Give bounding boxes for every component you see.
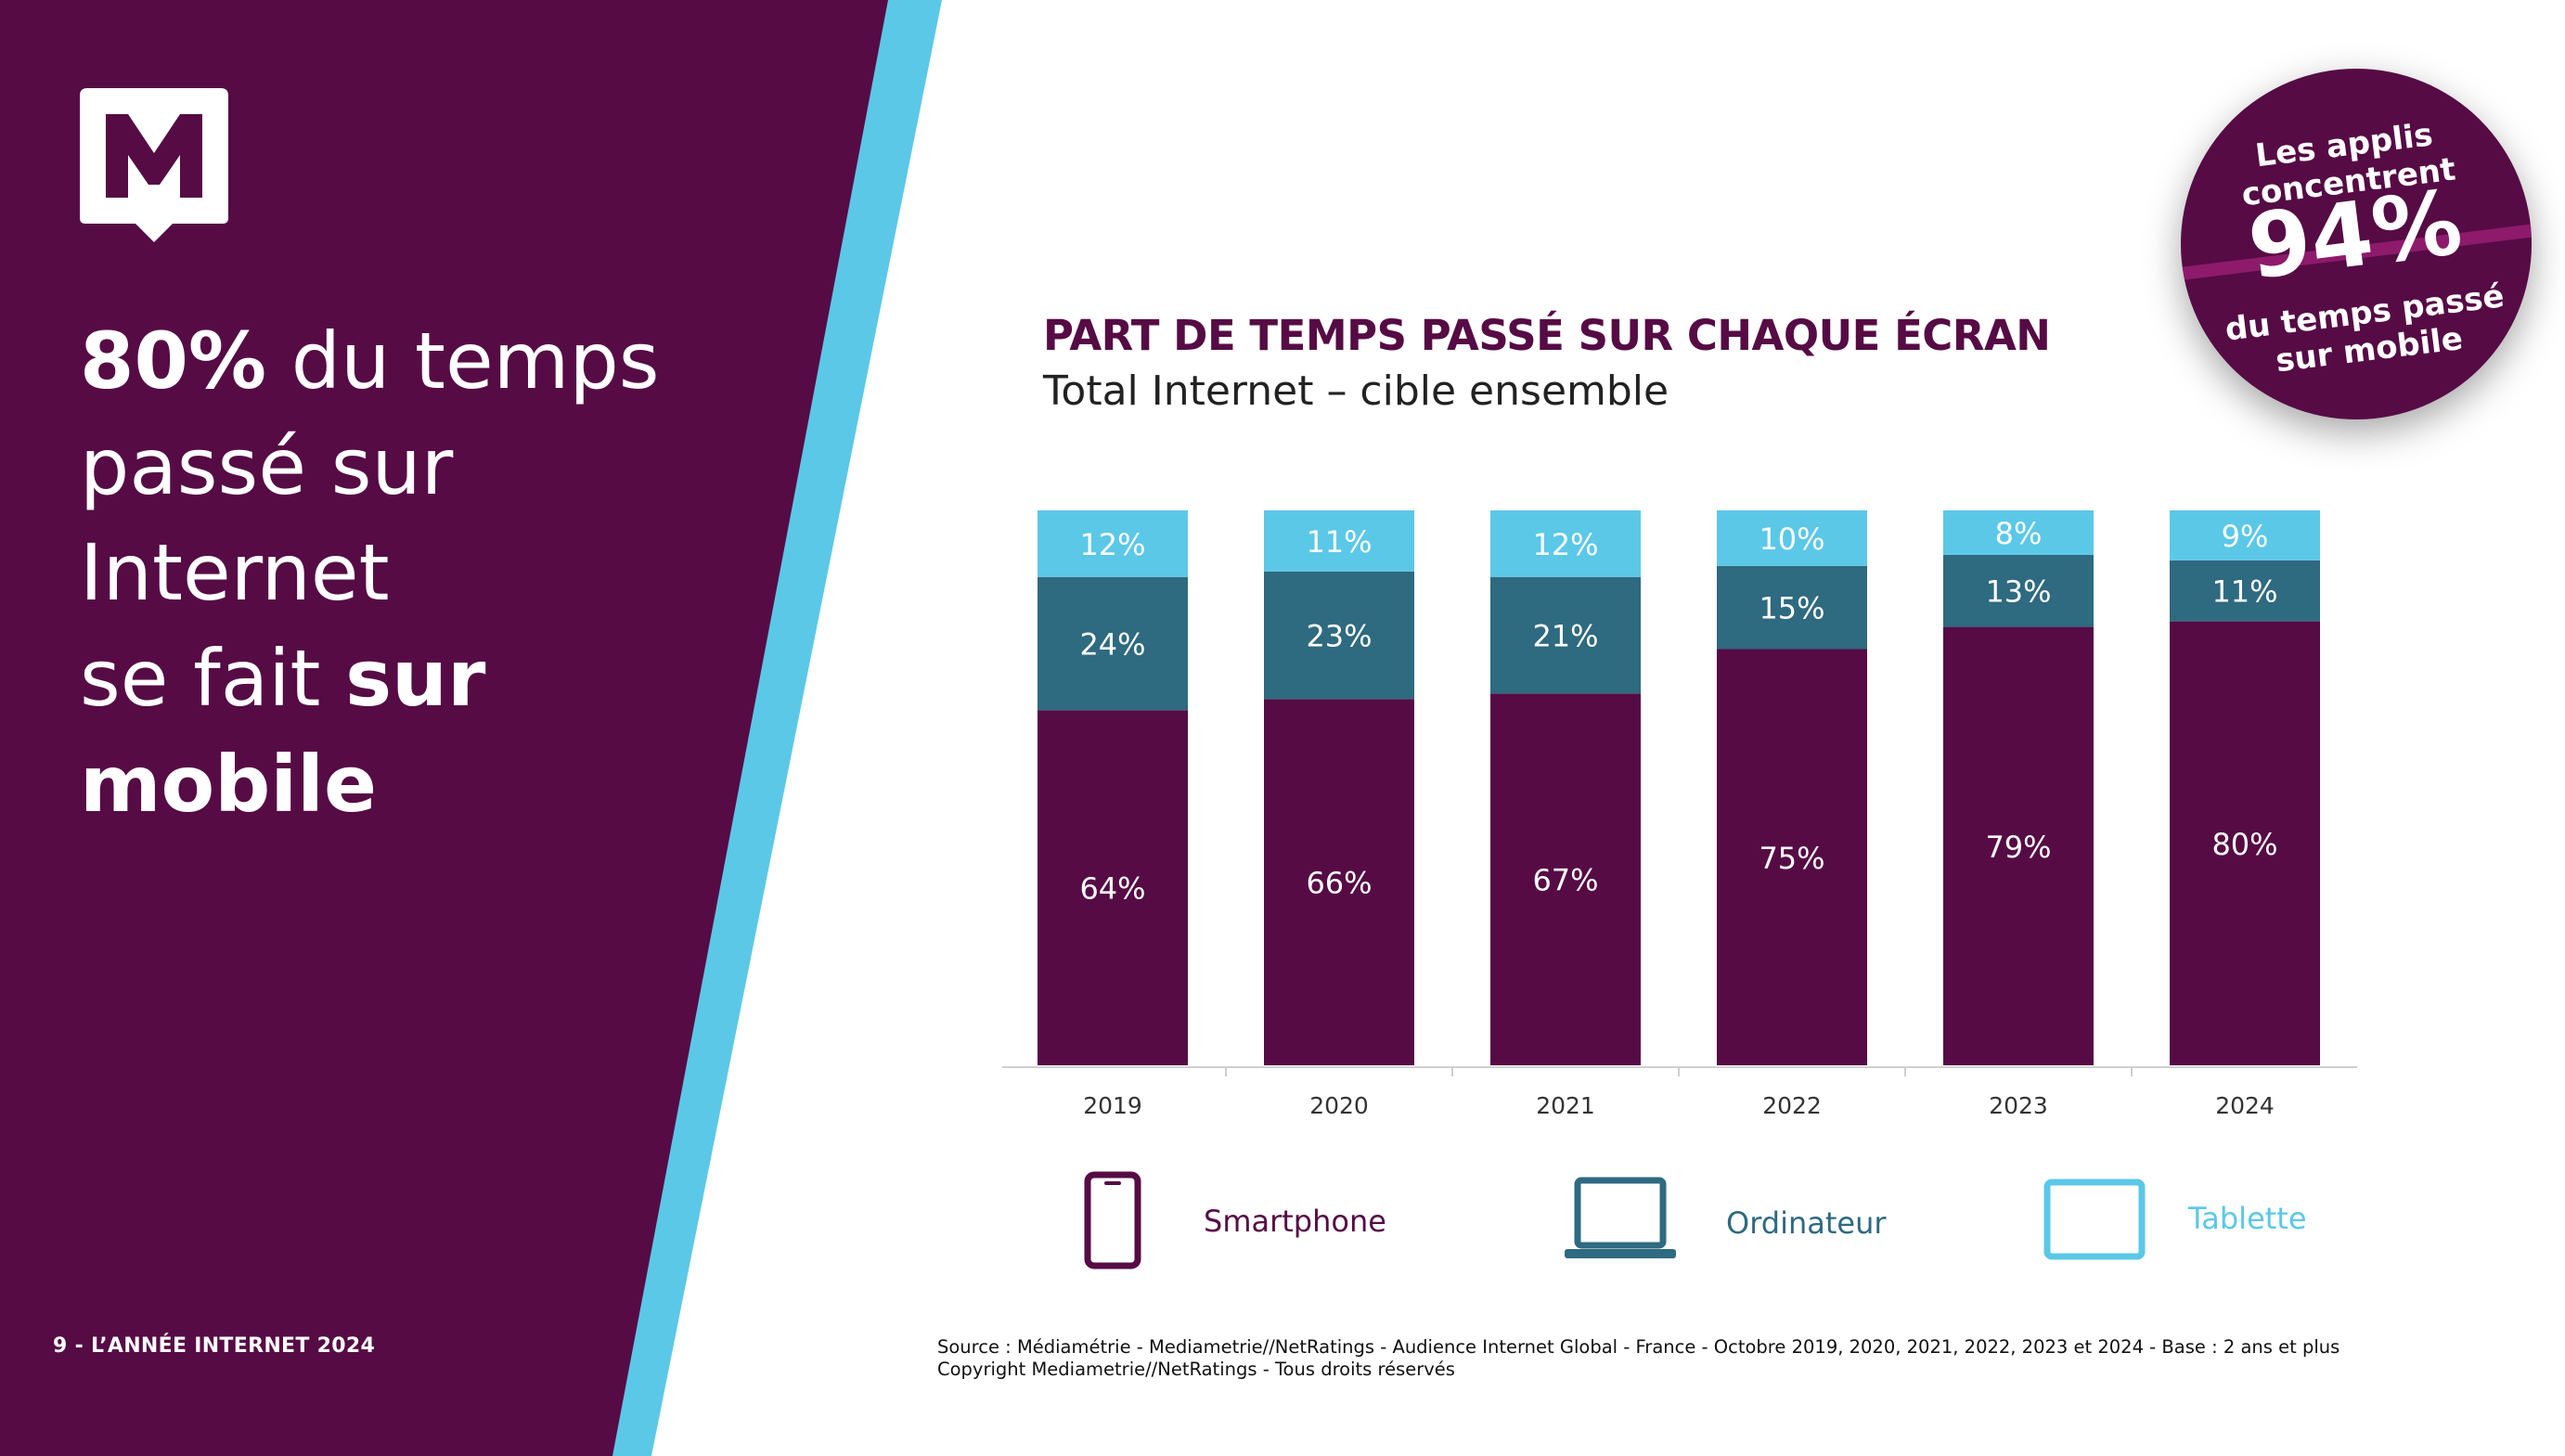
legend-item-smartphone <box>1084 1171 1141 1273</box>
bar-smartphone-2020 <box>1264 699 1414 1065</box>
source-line-2: Copyright Mediametrie//NetRatings - Tous… <box>937 1359 1455 1380</box>
headline-text-1: du temps <box>266 316 660 406</box>
legend-label-smartphone: Smartphone <box>1204 1204 1386 1239</box>
data-label-smartphone-2021: 67% <box>1532 863 1598 898</box>
data-label-ordinateur-2021: 21% <box>1532 619 1598 654</box>
source-note: Source : Médiamétrie - Mediametrie//NetR… <box>937 1336 2339 1381</box>
headline-text-3: se fait <box>80 633 346 724</box>
x-tick-label-2024: 2024 <box>2215 1092 2275 1119</box>
bar-ordinateur-2019 <box>1038 576 1188 711</box>
data-label-ordinateur-2023: 13% <box>1985 574 2051 610</box>
bar-smartphone-2024 <box>2170 621 2320 1065</box>
bar-smartphone-2023 <box>1943 626 2094 1065</box>
source-line-1: Source : Médiamétrie - Mediametrie//NetR… <box>937 1336 2340 1358</box>
chart-subtitle: Total Internet – cible ensemble <box>1043 367 1669 415</box>
data-label-smartphone-2023: 79% <box>1985 830 2051 865</box>
page-footer-label: 9 - L’ANNÉE INTERNET 2024 <box>53 1334 376 1358</box>
bar-ordinateur-2022 <box>1717 565 1867 650</box>
data-label-tablette-2019: 12% <box>1079 527 1145 562</box>
headline: 80% du temps passé sur Internet se fait … <box>80 308 785 837</box>
headline-bold-mobile: sur mobile <box>80 633 486 830</box>
headline-bold-percentage: 80% <box>80 316 267 406</box>
legend-item-ordinateur <box>1563 1177 1678 1266</box>
laptop-icon <box>1565 1177 1676 1258</box>
legend-label-tablette: Tablette <box>2188 1201 2307 1236</box>
bar-smartphone-2021 <box>1490 693 1641 1065</box>
data-label-ordinateur-2024: 11% <box>2211 574 2277 610</box>
headline-line-3: se fait sur mobile <box>80 625 785 837</box>
bar-tablette-2021 <box>1490 510 1641 577</box>
bar-ordinateur-2021 <box>1490 576 1641 694</box>
badge-text: Les applis concentrent 94% du temps pass… <box>2181 69 2532 419</box>
tablet-icon <box>2043 1179 2146 1260</box>
x-tick-label-2021: 2021 <box>1536 1092 1595 1119</box>
chart-title: PART DE TEMPS PASSÉ SUR CHAQUE ÉCRAN <box>1043 311 2051 360</box>
headline-line-1: 80% du temps <box>80 308 785 414</box>
bar-tablette-2024 <box>2170 510 2320 560</box>
x-tick-label-2019: 2019 <box>1083 1092 1142 1119</box>
data-label-tablette-2021: 12% <box>1532 527 1598 562</box>
data-label-tablette-2023: 8% <box>1995 516 2043 551</box>
x-tick-label-2023: 2023 <box>1989 1092 2048 1119</box>
bar-tablette-2022 <box>1717 510 1867 566</box>
left-purple-panel <box>0 0 888 1456</box>
data-label-smartphone-2019: 64% <box>1079 871 1145 907</box>
x-tick-label-2020: 2020 <box>1309 1092 1369 1119</box>
data-label-tablette-2022: 10% <box>1759 522 1824 557</box>
x-tick-label-2022: 2022 <box>1762 1092 1822 1119</box>
legend-item-tablette <box>2043 1179 2146 1264</box>
bar-tablette-2023 <box>1943 510 2094 555</box>
data-label-ordinateur-2019: 24% <box>1079 627 1145 663</box>
stat-badge: Les applis concentrent 94% du temps pass… <box>2181 69 2532 419</box>
bar-smartphone-2019 <box>1038 710 1188 1065</box>
data-label-smartphone-2020: 66% <box>1306 866 1372 901</box>
data-label-ordinateur-2022: 15% <box>1759 591 1824 626</box>
bar-tablette-2020 <box>1264 510 1414 572</box>
legend-label-ordinateur: Ordinateur <box>1726 1205 1887 1241</box>
bar-ordinateur-2024 <box>2170 560 2320 622</box>
bar-tablette-2019 <box>1038 510 1188 577</box>
headline-line-2: passé sur Internet <box>80 421 454 618</box>
data-label-ordinateur-2020: 23% <box>1306 619 1372 654</box>
bar-ordinateur-2020 <box>1264 571 1414 700</box>
data-label-tablette-2024: 9% <box>2222 519 2269 554</box>
data-label-smartphone-2022: 75% <box>1759 841 1824 876</box>
bar-smartphone-2022 <box>1717 649 1867 1065</box>
data-label-smartphone-2024: 80% <box>2211 827 2277 862</box>
smartphone-icon <box>1084 1171 1141 1269</box>
data-label-tablette-2020: 11% <box>1306 524 1372 560</box>
mediametrie-logo <box>80 88 228 242</box>
bar-ordinateur-2023 <box>1943 554 2094 627</box>
